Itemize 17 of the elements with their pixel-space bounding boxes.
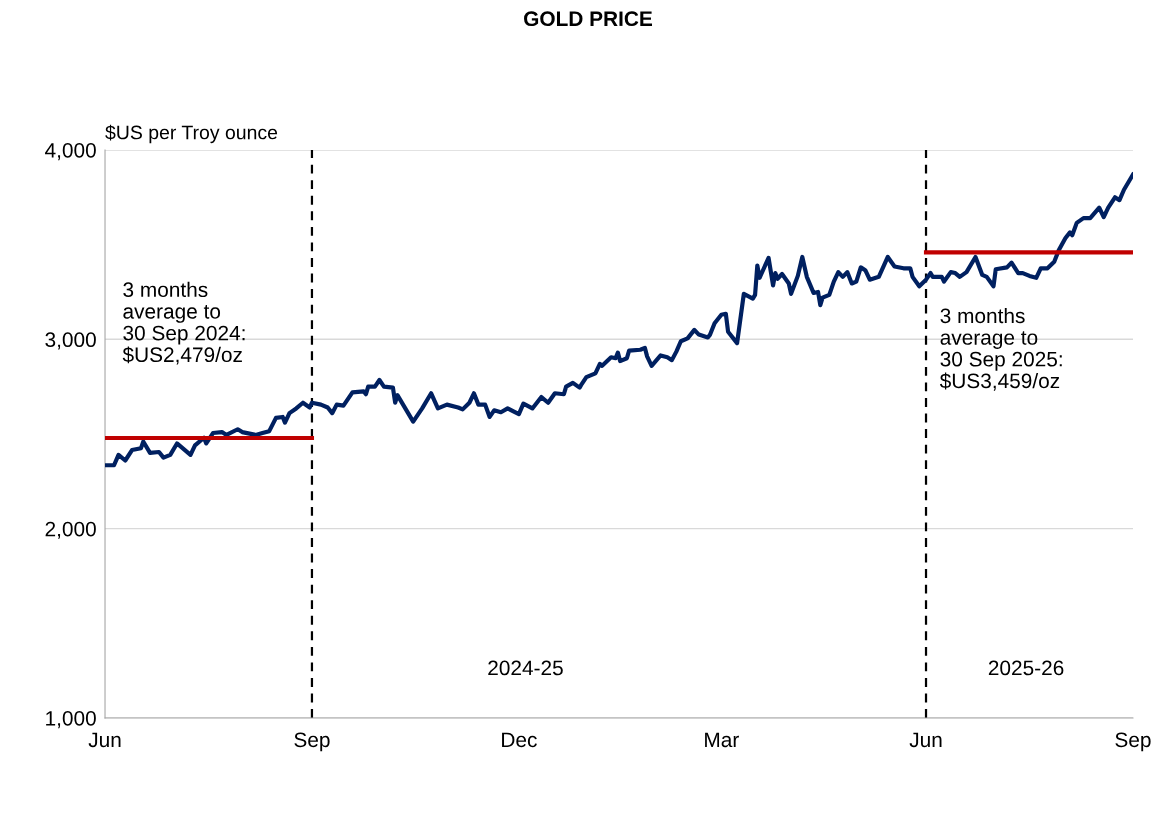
line-series [105,172,1133,468]
annotation: 2025-26 [988,660,1064,676]
x-tick-label: Sep [1115,732,1151,752]
x-tick-label: Jun [88,732,121,748]
y-tick-label: 3,000 [45,332,96,350]
annotation: 3 months average to 30 Sep 2025: $US3,459/oz [939,307,1062,391]
x-tick-label: Dec [502,732,537,748]
chart-title: GOLD PRICE [524,11,653,27]
annotation: 2024-25 [488,660,563,676]
x-tick-label: Sep [294,732,330,752]
annotation: 3 months average to 30 Sep 2024: $US2,479/oz [122,281,245,365]
x-tick-label: Mar [705,732,739,748]
y-tick-label: 1,000 [46,710,96,729]
y-tick-label: 4,000 [45,142,96,161]
y-tick-label: 2,000 [45,521,96,539]
y-axis-title: $US per Troy ounce [105,124,278,144]
x-tick-label: Jun [909,732,942,748]
